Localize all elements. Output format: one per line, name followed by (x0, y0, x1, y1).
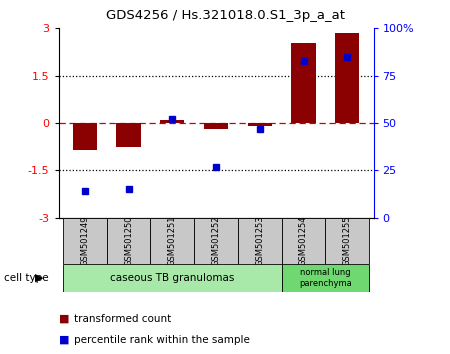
Bar (63, 264, 282, 292)
Bar (204, 123, 228, 129)
Text: ■: ■ (58, 335, 69, 345)
Text: ▶: ▶ (35, 273, 44, 283)
Bar (282, 264, 369, 292)
Text: ■: ■ (58, 314, 69, 324)
Bar (63, 218, 107, 264)
Bar (248, 123, 272, 126)
Text: GSM501250: GSM501250 (124, 216, 133, 266)
Bar (150, 218, 194, 264)
Text: normal lung
parenchyma: normal lung parenchyma (299, 268, 352, 287)
Bar (238, 218, 282, 264)
Bar (335, 33, 359, 123)
Text: cell type: cell type (4, 273, 49, 283)
Text: GSM501252: GSM501252 (212, 216, 220, 266)
Text: caseous TB granulomas: caseous TB granulomas (110, 273, 234, 283)
Text: GDS4256 / Hs.321018.0.S1_3p_a_at: GDS4256 / Hs.321018.0.S1_3p_a_at (105, 9, 345, 22)
Bar (325, 218, 369, 264)
Bar (73, 123, 97, 150)
Text: GSM501251: GSM501251 (168, 216, 177, 266)
Bar (194, 218, 238, 264)
Bar (292, 42, 315, 123)
Text: GSM501249: GSM501249 (80, 216, 89, 266)
Bar (117, 123, 140, 147)
Text: percentile rank within the sample: percentile rank within the sample (74, 335, 250, 345)
Text: GSM501253: GSM501253 (255, 215, 264, 266)
Text: GSM501254: GSM501254 (299, 216, 308, 266)
Bar (282, 218, 325, 264)
Bar (160, 120, 184, 123)
Bar (107, 218, 150, 264)
Text: GSM501255: GSM501255 (343, 216, 352, 266)
Text: transformed count: transformed count (74, 314, 171, 324)
